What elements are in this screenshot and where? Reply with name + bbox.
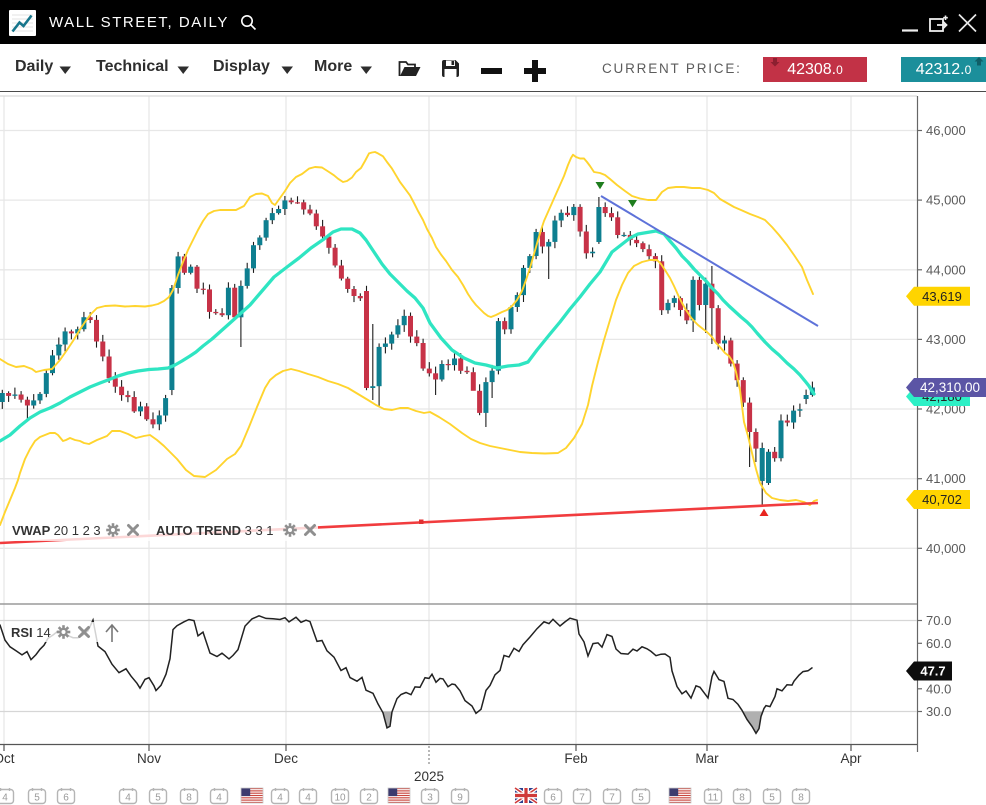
svg-text:70.0: 70.0 <box>926 613 951 628</box>
svg-text:6: 6 <box>550 793 556 804</box>
svg-text:4: 4 <box>216 793 222 804</box>
svg-text:45,000: 45,000 <box>926 193 966 208</box>
svg-text:Nov: Nov <box>137 751 161 766</box>
svg-text:5: 5 <box>155 793 161 804</box>
svg-text:2025: 2025 <box>414 769 444 784</box>
svg-text:2: 2 <box>366 793 372 804</box>
svg-text:4: 4 <box>125 793 131 804</box>
svg-text:11: 11 <box>708 793 719 804</box>
svg-text:Mar: Mar <box>695 751 719 766</box>
svg-text:AUTO TREND 3 3 1: AUTO TREND 3 3 1 <box>156 523 274 538</box>
svg-text:40.0: 40.0 <box>926 681 951 696</box>
svg-text:30.0: 30.0 <box>926 704 951 719</box>
svg-text:8: 8 <box>739 793 745 804</box>
svg-text:Feb: Feb <box>564 751 587 766</box>
svg-text:43,000: 43,000 <box>926 332 966 347</box>
svg-text:5: 5 <box>638 793 644 804</box>
svg-text:5: 5 <box>34 793 40 804</box>
svg-text:Dec: Dec <box>274 751 298 766</box>
svg-text:4: 4 <box>277 793 283 804</box>
svg-text:40,702: 40,702 <box>922 492 962 507</box>
svg-text:VWAP 20 1 2 3: VWAP 20 1 2 3 <box>12 523 101 538</box>
svg-text:44,000: 44,000 <box>926 262 966 277</box>
svg-text:Oct: Oct <box>0 751 15 766</box>
svg-text:Apr: Apr <box>840 751 862 766</box>
svg-text:42,310.00: 42,310.00 <box>920 380 980 395</box>
svg-text:RSI 14: RSI 14 <box>11 625 51 640</box>
svg-text:4: 4 <box>2 793 8 804</box>
svg-text:4: 4 <box>305 793 311 804</box>
svg-text:7: 7 <box>609 793 615 804</box>
svg-text:43,619: 43,619 <box>922 289 962 304</box>
svg-text:9: 9 <box>457 793 463 804</box>
svg-text:7: 7 <box>579 793 585 804</box>
svg-text:6: 6 <box>63 793 69 804</box>
svg-text:8: 8 <box>798 793 804 804</box>
svg-text:47.7: 47.7 <box>920 664 945 679</box>
svg-text:46,000: 46,000 <box>926 123 966 138</box>
svg-text:41,000: 41,000 <box>926 471 966 486</box>
svg-text:40,000: 40,000 <box>926 541 966 556</box>
svg-text:5: 5 <box>769 793 775 804</box>
svg-text:3: 3 <box>427 793 433 804</box>
svg-text:60.0: 60.0 <box>926 636 951 651</box>
svg-text:10: 10 <box>334 793 346 804</box>
svg-text:8: 8 <box>186 793 192 804</box>
